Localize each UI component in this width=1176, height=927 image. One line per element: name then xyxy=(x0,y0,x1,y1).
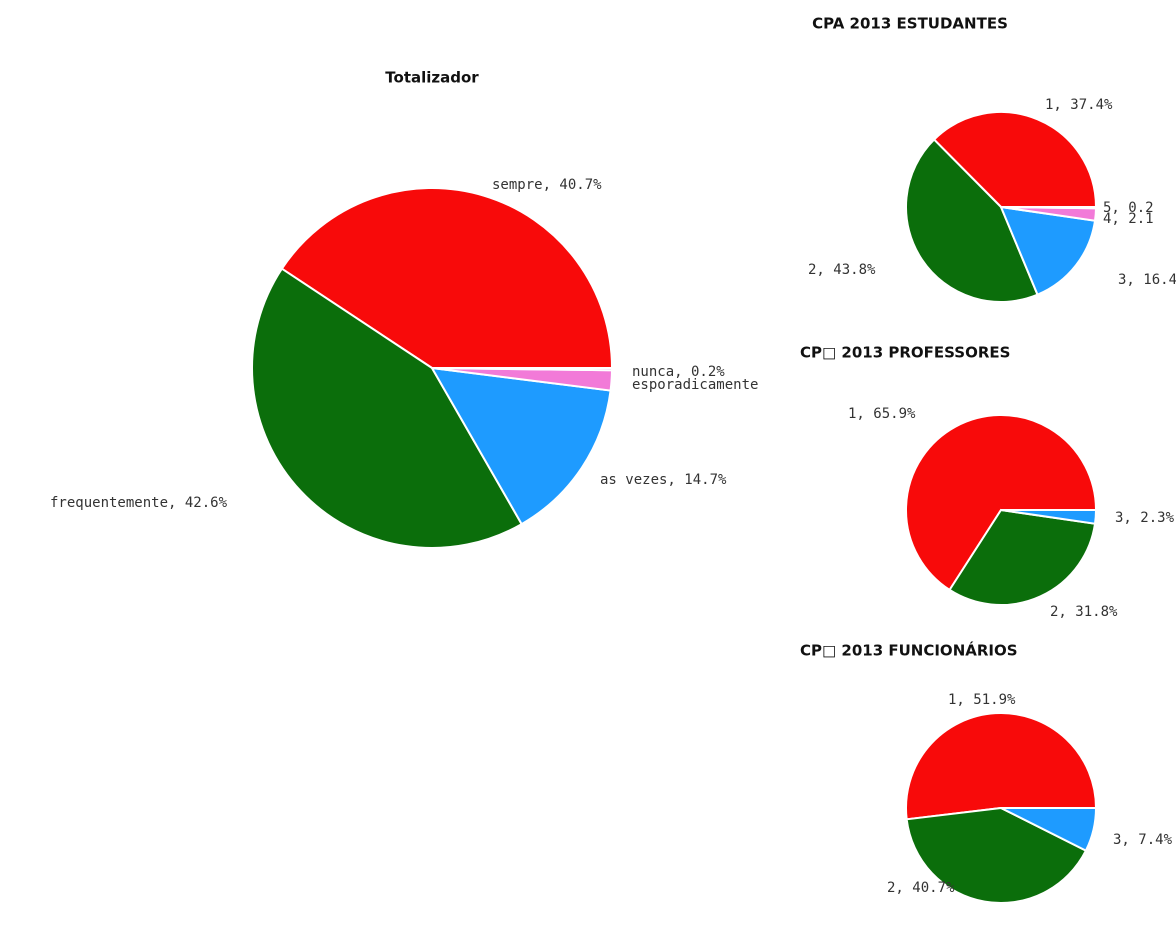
pie-slice xyxy=(905,712,1098,821)
slice-label: 5, 0.2 xyxy=(1103,200,1154,216)
slice-label: 1, 37.4% xyxy=(1045,97,1113,113)
slice-label: as vezes, 14.7% xyxy=(600,472,727,488)
slice-label: 4, 2.1 xyxy=(1103,211,1154,227)
slice-label: 2, 43.8% xyxy=(808,262,876,278)
pie-slice xyxy=(1000,807,1098,852)
chart-title: CPA 2013 ESTUDANTES xyxy=(812,15,1008,33)
pie-slice xyxy=(905,414,1098,592)
chart-title: CP□ 2013 PROFESSORES xyxy=(800,344,1010,362)
slice-label: 3, 2.3% xyxy=(1115,510,1175,526)
pie-slice xyxy=(251,267,524,549)
slice-label: 3, 7.4% xyxy=(1113,832,1173,848)
pie-slice xyxy=(932,111,1098,208)
slice-label: nunca, 0.2% xyxy=(632,364,725,380)
pie-slice xyxy=(1000,206,1098,210)
pie-slice xyxy=(948,508,1097,606)
slice-label: 2, 31.8% xyxy=(1050,604,1118,620)
slice-label: 2, 40.7% xyxy=(887,880,955,896)
pie-slice xyxy=(1000,509,1098,525)
chart-title: Totalizador xyxy=(385,69,479,87)
slice-label: 3, 16.4% xyxy=(1118,272,1176,288)
pie-slice xyxy=(431,367,614,372)
pie-slice xyxy=(999,205,1097,297)
slice-label: 1, 65.9% xyxy=(848,406,916,422)
slice-label: frequentemente, 42.6% xyxy=(50,495,228,511)
chart-title: CP□ 2013 FUNCIONÁRIOS xyxy=(800,641,1018,660)
pie-slice xyxy=(430,366,612,526)
pie-slice xyxy=(905,806,1088,904)
slice-label: esporadicamente xyxy=(632,377,758,393)
pie-slice xyxy=(905,138,1039,303)
slice-label: sempre, 40.7% xyxy=(492,177,602,193)
slice-label: 1, 51.9% xyxy=(948,692,1016,708)
